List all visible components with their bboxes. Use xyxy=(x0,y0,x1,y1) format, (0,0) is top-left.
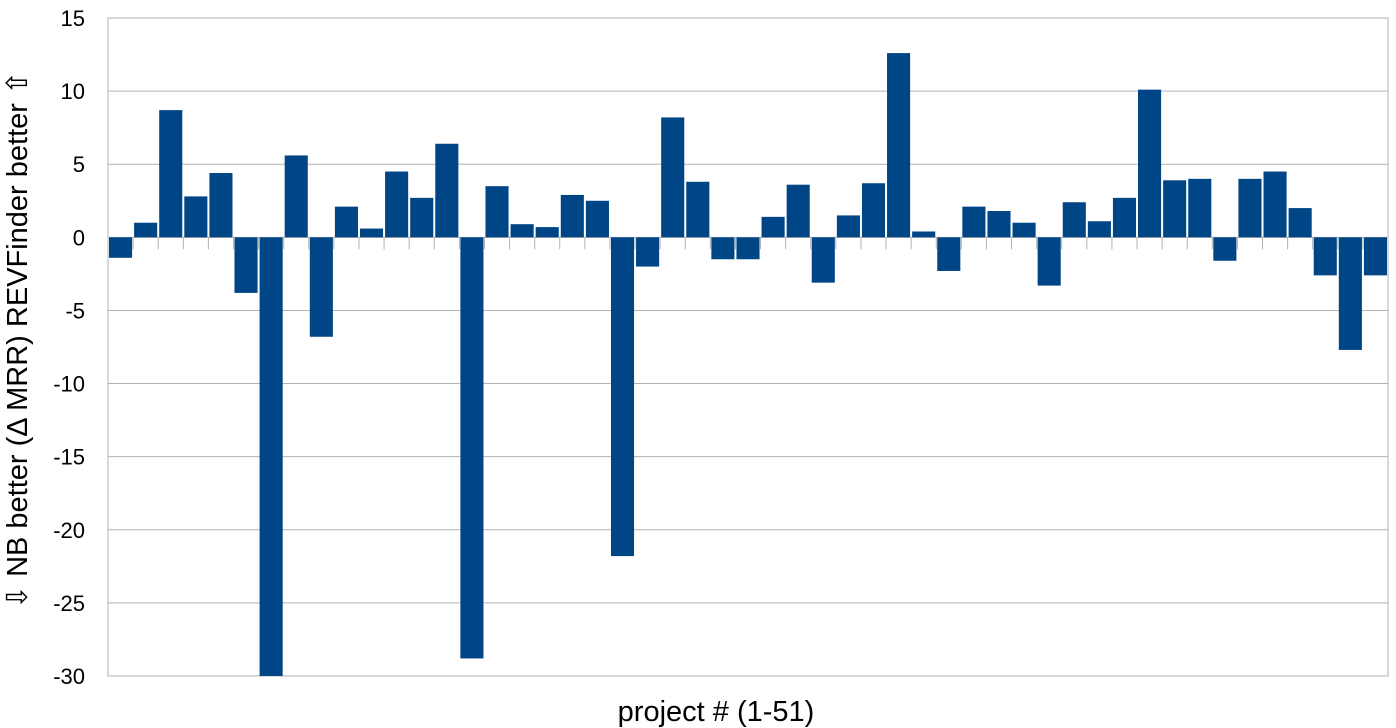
bar-project-29 xyxy=(811,237,835,283)
bar-project-22 xyxy=(636,237,660,267)
bar-project-32 xyxy=(887,53,911,238)
bar-project-5 xyxy=(209,173,233,238)
bar-project-45 xyxy=(1213,237,1237,261)
bar-project-15 xyxy=(460,237,484,659)
y-tick-label: 0 xyxy=(73,225,85,250)
bar-project-36 xyxy=(987,211,1011,238)
bar-project-39 xyxy=(1062,202,1086,238)
bar-project-17 xyxy=(510,224,534,238)
y-tick-label: -10 xyxy=(53,372,85,397)
bar-project-46 xyxy=(1238,178,1262,238)
bar-project-51 xyxy=(1363,237,1387,276)
bar-project-49 xyxy=(1313,237,1337,276)
bar-project-14 xyxy=(435,143,459,238)
bar-project-48 xyxy=(1288,208,1312,238)
y-tick-label: -20 xyxy=(53,518,85,543)
bar-project-44 xyxy=(1188,178,1212,238)
gridlines xyxy=(107,17,1389,677)
bar-project-6 xyxy=(234,237,258,293)
bar-project-18 xyxy=(535,227,559,238)
bar-project-27 xyxy=(761,216,785,238)
bar-project-47 xyxy=(1263,171,1287,238)
bar-project-35 xyxy=(962,206,986,238)
bar-project-26 xyxy=(736,237,760,260)
y-axis-title: ⇩ NB better (Δ MRR) REVFinder better ⇧ xyxy=(2,71,34,610)
bar-project-28 xyxy=(786,184,810,238)
bar-project-37 xyxy=(1012,222,1036,238)
bar-project-9 xyxy=(309,237,333,337)
bar-project-41 xyxy=(1112,197,1137,238)
bar-project-42 xyxy=(1138,89,1162,238)
bar-project-12 xyxy=(385,171,409,238)
bars xyxy=(109,53,1387,676)
bar-project-31 xyxy=(861,183,886,238)
bar-project-38 xyxy=(1037,237,1061,286)
y-tick-labels: 15 10 5 0 -5 -10 -15 -20 -25 -30 xyxy=(53,6,85,689)
bar-project-13 xyxy=(410,197,434,238)
bar-project-3 xyxy=(159,110,183,238)
bar-project-1 xyxy=(109,237,133,258)
bar-project-2 xyxy=(134,222,158,238)
bar-project-4 xyxy=(184,196,208,238)
bar-project-11 xyxy=(359,228,384,238)
y-tick-label: 10 xyxy=(61,79,85,104)
y-tick-label: -25 xyxy=(53,591,85,616)
bar-project-20 xyxy=(585,200,609,238)
bar-project-7 xyxy=(259,237,283,676)
bar-project-24 xyxy=(686,181,710,238)
bar-project-30 xyxy=(836,215,860,238)
bar-project-8 xyxy=(284,155,308,238)
plot-frame xyxy=(107,17,1389,677)
bar-project-23 xyxy=(661,117,685,238)
bar-project-10 xyxy=(334,206,358,238)
bar-project-33 xyxy=(912,231,936,238)
x-axis-title: project # (1-51) xyxy=(618,696,815,728)
bar-project-16 xyxy=(485,186,509,238)
bar-project-43 xyxy=(1163,180,1187,238)
y-tick-label: -5 xyxy=(65,298,85,323)
y-tick-label: -30 xyxy=(53,664,85,689)
bar-project-25 xyxy=(711,237,735,260)
bar-project-50 xyxy=(1338,237,1362,350)
bar-project-19 xyxy=(560,194,584,238)
y-tick-label: 15 xyxy=(61,6,85,31)
y-tick-label: 5 xyxy=(73,152,85,177)
bar-project-21 xyxy=(610,237,635,557)
bar-project-34 xyxy=(937,237,961,271)
bar-project-40 xyxy=(1087,221,1111,238)
y-tick-label: -15 xyxy=(53,445,85,470)
